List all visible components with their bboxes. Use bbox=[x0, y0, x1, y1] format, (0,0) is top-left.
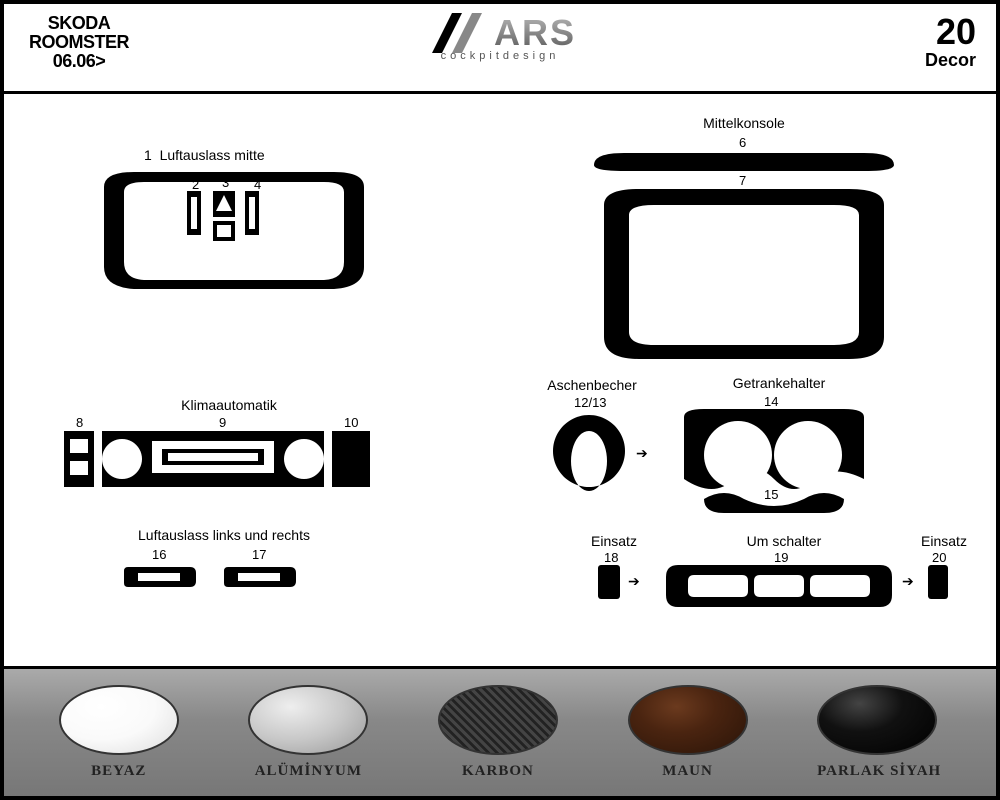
part-12-13 bbox=[549, 411, 629, 491]
parts-16-17 bbox=[124, 563, 324, 593]
label-luftauslass-lr: Luftauslass links und rechts bbox=[114, 527, 334, 543]
material-swatch-bar: BEYAZ ALÜMİNYUM KARBON MAUN PARLAK SİYAH bbox=[4, 666, 996, 796]
arrow-icon: ➔ bbox=[636, 445, 648, 462]
arrow-icon: ➔ bbox=[902, 573, 914, 590]
swatch-label: MAUN bbox=[628, 763, 748, 780]
part-19 bbox=[664, 563, 894, 609]
swatch-label: KARBON bbox=[438, 763, 558, 780]
parts-8-9-10-11 bbox=[64, 429, 374, 494]
num-20: 20 bbox=[932, 550, 946, 565]
part-7 bbox=[584, 187, 904, 367]
num-14: 14 bbox=[764, 394, 778, 409]
swatch-label: PARLAK SİYAH bbox=[817, 763, 941, 780]
num-8: 8 bbox=[76, 415, 83, 430]
logo-main: ARS bbox=[424, 12, 576, 54]
car-model-block: SKODA ROOMSTER 06.06> bbox=[14, 14, 144, 71]
arrow-icon: ➔ bbox=[628, 573, 640, 590]
swatch-karbon: KARBON bbox=[438, 685, 558, 780]
num-3: 3 bbox=[222, 175, 229, 190]
swatch-chip bbox=[438, 685, 558, 755]
num-9: 9 bbox=[219, 415, 226, 430]
swatch-label: ALÜMİNYUM bbox=[248, 763, 368, 780]
num-12-13: 12/13 bbox=[574, 395, 607, 410]
label-mittelkonsole: Mittelkonsole bbox=[684, 115, 804, 131]
parts-2-3-4-5 bbox=[179, 189, 279, 269]
swatch-beyaz: BEYAZ bbox=[59, 685, 179, 780]
swatch-parlak-siyah: PARLAK SİYAH bbox=[817, 685, 941, 780]
count-number: 20 bbox=[925, 14, 976, 50]
brand-logo: ARS cockpitdesign bbox=[424, 12, 576, 62]
part-20 bbox=[928, 565, 948, 599]
label-getrankehalter: Getrankehalter bbox=[709, 375, 849, 391]
logo-mark-icon bbox=[424, 13, 494, 53]
label-einsatz-l: Einsatz bbox=[579, 533, 649, 549]
piece-count: 20 Decor bbox=[925, 14, 976, 71]
part-14-15 bbox=[674, 409, 874, 519]
car-line1: SKODA bbox=[14, 14, 144, 33]
swatch-label: BEYAZ bbox=[59, 763, 179, 780]
swatch-aluminyum: ALÜMİNYUM bbox=[248, 685, 368, 780]
label-klimaautomatik: Klimaautomatik bbox=[159, 397, 299, 413]
catalog-frame: SKODA ROOMSTER 06.06> ARS cockpitdesign … bbox=[0, 0, 1000, 800]
part-6 bbox=[584, 151, 904, 175]
swatch-chip bbox=[248, 685, 368, 755]
label-einsatz-r: Einsatz bbox=[909, 533, 979, 549]
car-line3: 06.06> bbox=[14, 52, 144, 71]
label-umschalter: Um schalter bbox=[724, 533, 844, 549]
num-6: 6 bbox=[739, 135, 746, 150]
num-7: 7 bbox=[739, 173, 746, 188]
num-17: 17 bbox=[252, 547, 266, 562]
swatch-maun: MAUN bbox=[628, 685, 748, 780]
num-16: 16 bbox=[152, 547, 166, 562]
swatch-chip bbox=[628, 685, 748, 755]
swatch-chip bbox=[59, 685, 179, 755]
label-aschenbecher: Aschenbecher bbox=[537, 377, 647, 393]
header: SKODA ROOMSTER 06.06> ARS cockpitdesign … bbox=[4, 4, 996, 94]
label-luftauslass-mitte: 1 Luftauslass mitte bbox=[144, 147, 265, 163]
count-label: Decor bbox=[925, 50, 976, 71]
car-line2: ROOMSTER bbox=[14, 33, 144, 52]
diagram-area: 1 Luftauslass mitte 2 3 4 5 Mittelkonsol… bbox=[4, 97, 996, 656]
swatch-chip bbox=[817, 685, 937, 755]
part-18 bbox=[598, 565, 620, 599]
num-18: 18 bbox=[604, 550, 618, 565]
num-10: 10 bbox=[344, 415, 358, 430]
